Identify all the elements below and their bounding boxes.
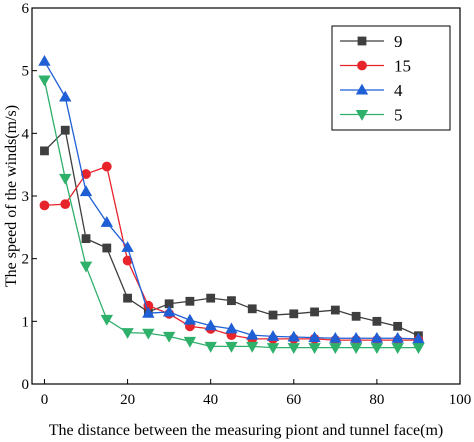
data-point: [142, 306, 155, 318]
data-point: [372, 316, 382, 326]
data-point: [310, 307, 319, 317]
legend-label: 15: [394, 57, 411, 76]
data-point: [287, 343, 300, 354]
legend-box: [331, 25, 451, 131]
data-point: [391, 331, 404, 343]
x-tick-label: 80: [369, 392, 384, 408]
data-point: [370, 343, 384, 354]
data-point: [204, 319, 217, 331]
series-5: [38, 75, 425, 354]
data-point: [38, 75, 51, 87]
x-tick-label: 0: [41, 392, 49, 408]
series-15: [39, 161, 424, 346]
y-tick-label: 1: [22, 314, 30, 330]
x-tick-label: 40: [203, 392, 218, 408]
y-tick-label: 4: [22, 126, 30, 142]
data-point: [162, 331, 176, 343]
data-point: [60, 125, 70, 135]
legend-item: 9: [340, 32, 403, 51]
data-point: [81, 234, 91, 244]
data-point: [79, 185, 93, 197]
legend-label: 5: [394, 106, 403, 125]
legend-marker: [357, 60, 367, 71]
data-point: [183, 313, 197, 325]
x-axis-title: The distance between the measuring piont…: [49, 422, 444, 439]
data-point: [349, 331, 363, 343]
x-tick-label: 100: [449, 392, 472, 408]
y-tick-label: 3: [22, 189, 30, 205]
legend-marker: [355, 83, 369, 95]
data-point: [266, 330, 280, 341]
y-tick-label: 2: [22, 252, 30, 268]
data-point: [268, 310, 278, 320]
data-point: [121, 241, 134, 252]
data-point: [329, 343, 342, 354]
legend-label: 9: [394, 32, 403, 51]
x-tick-label: 20: [120, 392, 135, 408]
data-point: [39, 200, 50, 211]
data-point: [40, 146, 49, 156]
data-point: [247, 304, 257, 314]
legend-item: 15: [340, 57, 411, 76]
data-point: [412, 332, 425, 344]
data-point: [370, 331, 384, 343]
axis-ticks: 0 20 40 60 80 100 0 1 2 3 4 5 6: [22, 1, 472, 408]
legend-label: 4: [394, 81, 403, 100]
data-point: [100, 314, 113, 326]
data-point: [183, 336, 197, 348]
data-point: [79, 261, 93, 273]
legend: 9 15 4 5: [331, 25, 451, 131]
data-point: [351, 311, 361, 321]
data-point: [59, 173, 72, 185]
data-point: [227, 296, 236, 306]
data-point: [185, 296, 195, 306]
series-line: [44, 165, 419, 341]
legend-item: 5: [340, 106, 403, 125]
data-point: [266, 343, 280, 354]
series-layer: [38, 54, 425, 354]
data-point: [123, 293, 132, 303]
data-point: [60, 199, 71, 210]
data-point: [349, 343, 363, 354]
data-point: [59, 90, 72, 102]
data-point: [225, 322, 238, 334]
data-point: [412, 343, 425, 354]
data-point: [206, 293, 216, 303]
data-point: [289, 309, 299, 319]
data-point: [102, 243, 112, 253]
data-point: [287, 330, 300, 342]
data-point: [121, 328, 134, 339]
data-point: [329, 331, 342, 343]
y-tick-label: 5: [22, 64, 30, 80]
legend-marker: [357, 36, 367, 46]
data-point: [393, 321, 403, 331]
data-point: [101, 161, 112, 172]
data-point: [142, 328, 155, 340]
y-tick-label: 0: [22, 377, 30, 393]
data-point: [204, 341, 217, 353]
data-point: [308, 331, 321, 343]
data-point: [246, 328, 259, 340]
data-point: [308, 343, 321, 354]
x-tick-label: 60: [286, 392, 301, 408]
series-9: [40, 125, 423, 341]
data-point: [246, 341, 259, 353]
data-point: [225, 341, 238, 353]
y-axis-title: The speed of the winds(m/s): [3, 105, 20, 287]
data-point: [330, 305, 340, 315]
series-4: [38, 54, 425, 344]
data-point: [38, 54, 51, 66]
legend-item: 4: [340, 81, 403, 100]
legend-marker: [355, 109, 369, 121]
y-tick-label: 6: [22, 1, 30, 17]
data-point: [100, 216, 113, 227]
data-point: [391, 343, 404, 354]
data-point: [162, 305, 176, 317]
